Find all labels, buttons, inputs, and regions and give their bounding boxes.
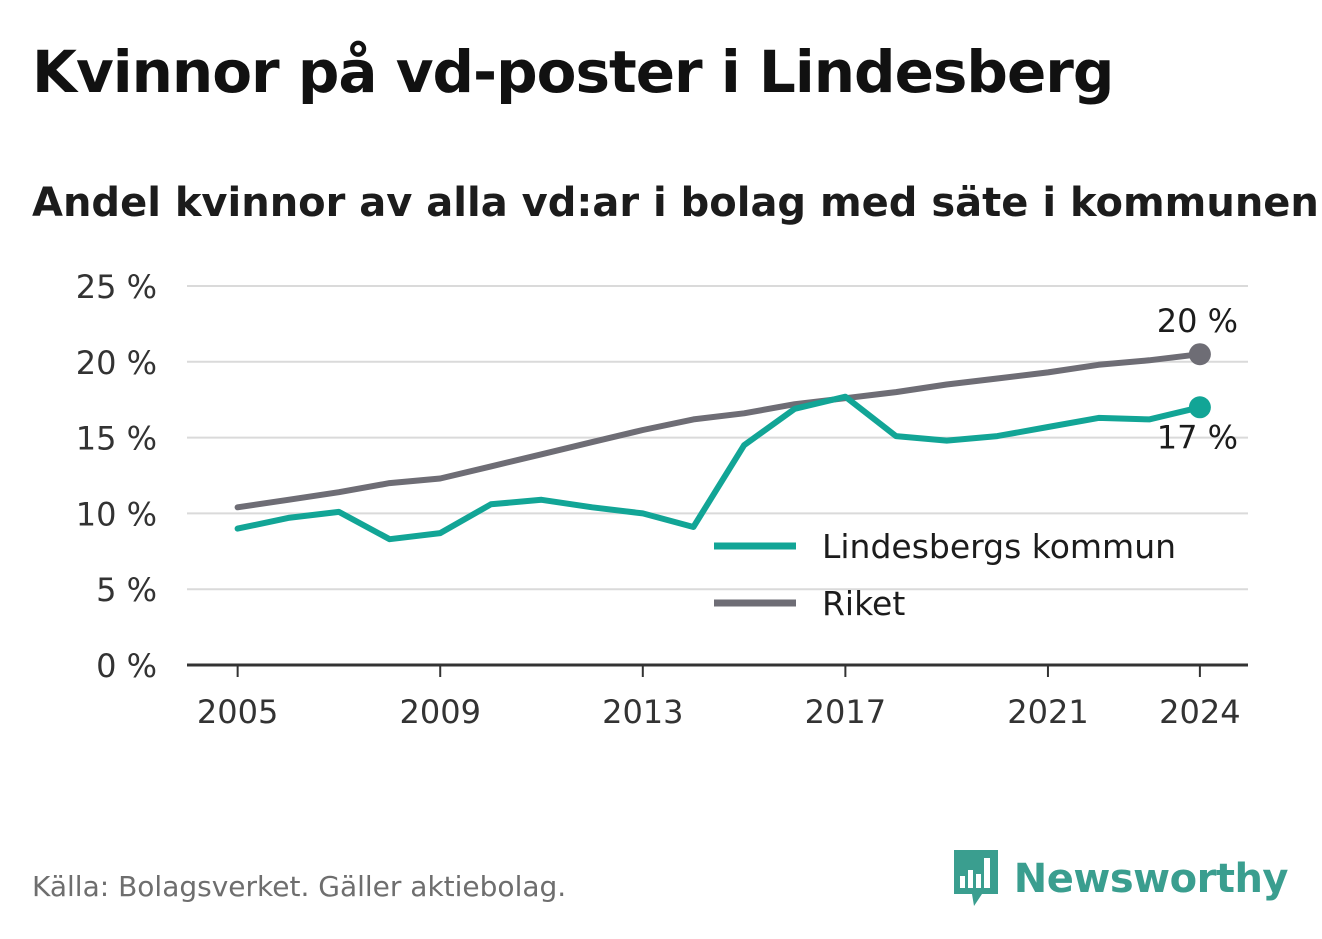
series-end-label: 20 % <box>1157 302 1238 340</box>
y-tick-label: 25 % <box>76 268 157 306</box>
y-tick-label: 0 % <box>96 647 157 685</box>
legend-label: Riket <box>822 584 905 623</box>
series-end-marker <box>1188 343 1211 366</box>
source-note: Källa: Bolagsverket. Gäller aktiebolag. <box>32 870 567 903</box>
series-lines <box>234 343 1211 543</box>
y-tick-label: 20 % <box>76 344 157 382</box>
series-line-lindesbergs-kommun <box>234 393 1203 543</box>
y-tick-label: 5 % <box>96 571 157 609</box>
x-tick-label: 2024 <box>1159 693 1240 731</box>
y-tick-label: 10 % <box>76 495 157 533</box>
grid-lines <box>187 285 1248 591</box>
axes: 0 % 5 % 10 % 15 % 20 % 25 % 2005 2009 2013 2017 20… <box>76 268 1248 731</box>
legend-label: Lindesbergs kommun <box>822 527 1176 566</box>
x-tick-label: 2005 <box>197 693 278 731</box>
chart-legend: Lindesbergs kommun Riket <box>714 527 1176 623</box>
series-end-label: 17 % <box>1157 418 1238 456</box>
line-chart: 0 % 5 % 10 % 15 % 20 % 25 % 2005 2009 2013 2017 20… <box>76 268 1248 731</box>
x-tick-label: 2013 <box>602 693 683 731</box>
x-tick-label: 2021 <box>1007 693 1088 731</box>
series-end-marker <box>1188 396 1211 419</box>
x-tick-label: 2009 <box>400 693 481 731</box>
chart-title: Kvinnor på vd-poster i Lindesberg <box>32 38 1114 106</box>
newsworthy-logo: Newsworthy <box>952 848 1289 910</box>
series-line-riket <box>234 351 1203 511</box>
brand-name: Newsworthy <box>1013 856 1289 902</box>
x-tick-label: 2017 <box>805 693 886 731</box>
chart-subtitle: Andel kvinnor av alla vd:ar i bolag med … <box>32 180 1319 226</box>
bar-chart-bubble-icon <box>953 850 998 906</box>
end-labels: 17 % 20 % <box>1157 302 1238 456</box>
y-tick-label: 15 % <box>76 420 157 458</box>
